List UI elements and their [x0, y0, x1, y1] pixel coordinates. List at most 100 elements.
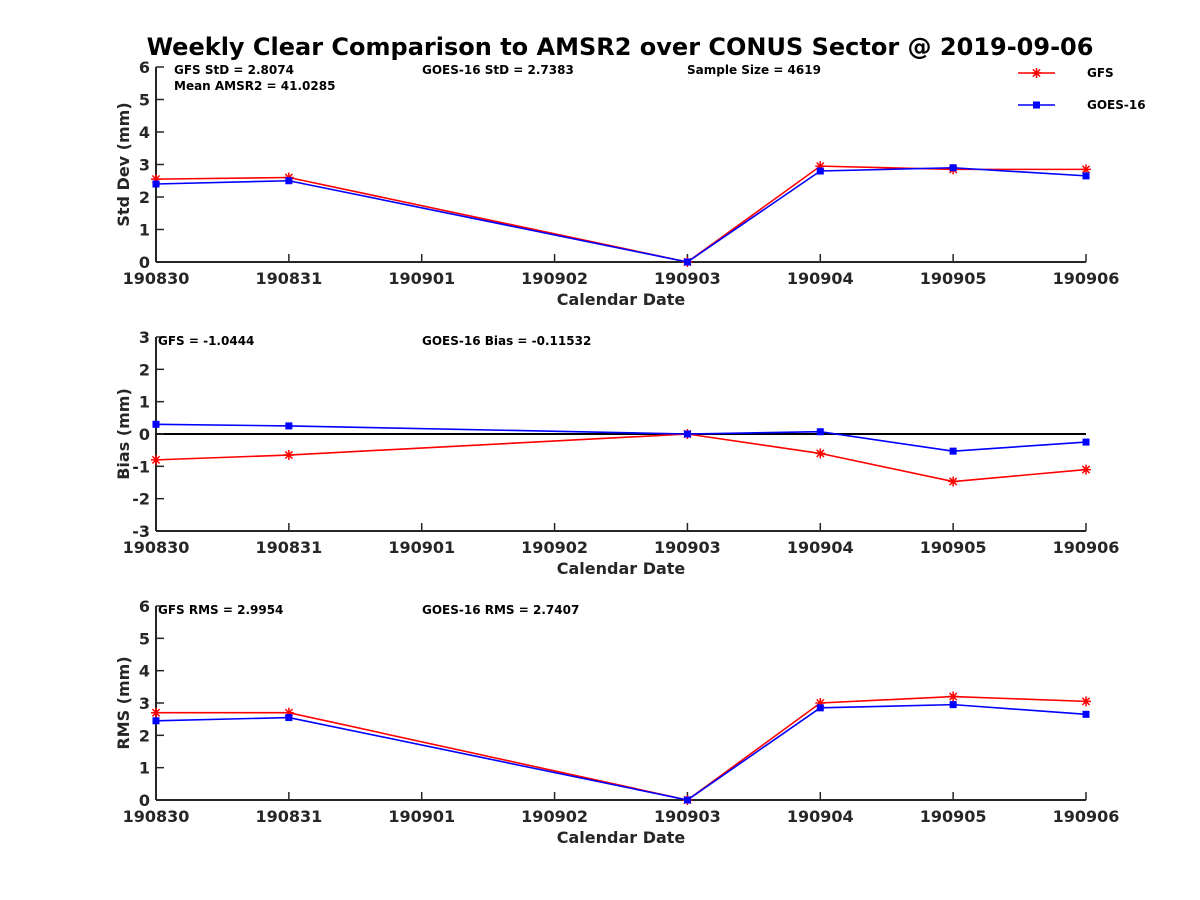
data-point — [1082, 710, 1090, 718]
y-tick-label: 0 — [139, 425, 150, 444]
series-line — [155, 166, 1087, 263]
data-point — [816, 704, 824, 712]
legend-marker — [1033, 101, 1040, 109]
data-point — [948, 691, 959, 702]
data-point — [815, 698, 826, 708]
data-point — [816, 167, 824, 175]
stat-annotation: Mean AMSR2 = 41.0285 — [174, 79, 335, 93]
y-tick-label: 5 — [139, 91, 150, 110]
y-tick-label: 1 — [139, 221, 150, 240]
series-line — [155, 423, 1087, 452]
data-point — [1081, 164, 1091, 175]
y-axis-label: Bias (mm) — [114, 388, 133, 480]
panel-bias: -3 -2 -1 0 1 2 3 190830 190831 190901 190902 190903… — [114, 328, 1119, 578]
series-gfs — [151, 429, 1091, 487]
series-goes-16 — [152, 420, 1090, 455]
legend-label: GOES-16 — [1087, 98, 1146, 112]
y-tick-label: 6 — [139, 58, 150, 77]
chart-title: Weekly Clear Comparison to AMSR2 over CO… — [147, 33, 1094, 61]
data-point — [816, 428, 824, 436]
data-point — [152, 180, 160, 188]
series-line — [155, 703, 1087, 801]
stat-annotation: GFS StD = 2.8074 — [174, 63, 294, 77]
y-tick-label: 5 — [139, 629, 150, 648]
x-tick-label: 190902 — [521, 807, 588, 826]
y-tick-label: -2 — [132, 490, 150, 509]
legend-marker — [1031, 68, 1042, 78]
x-tick-label: 190906 — [1053, 807, 1120, 826]
data-point — [948, 476, 959, 487]
stat-annotation: GOES-16 StD = 2.7383 — [422, 63, 574, 77]
x-tick-label: 190830 — [123, 807, 190, 826]
panel-stddev: 0 1 2 3 4 5 6 190830 190831 190901 190902 190903 190… — [114, 58, 1119, 309]
data-point — [151, 707, 161, 718]
data-point — [1082, 172, 1090, 180]
y-tick-label: 3 — [139, 156, 150, 175]
data-point — [152, 717, 160, 725]
data-point — [949, 701, 957, 709]
legend-label: GFS — [1087, 66, 1114, 80]
data-point — [151, 454, 161, 465]
y-tick-label: 3 — [139, 328, 150, 347]
x-tick-label: 190905 — [920, 807, 987, 826]
series-goes-16 — [152, 701, 1090, 804]
data-point — [683, 258, 691, 266]
y-tick-label: 4 — [139, 123, 150, 142]
x-tick-label: 190906 — [1053, 538, 1120, 557]
stat-annotation: GFS RMS = 2.9954 — [158, 603, 283, 617]
x-tick-label: 190901 — [388, 807, 455, 826]
y-tick-label: 2 — [139, 188, 150, 207]
y-tick-label: 2 — [139, 360, 150, 379]
y-axis-label: RMS (mm) — [114, 656, 133, 749]
y-tick-label: 1 — [139, 759, 150, 778]
x-tick-label: 190831 — [255, 807, 322, 826]
data-point — [815, 161, 826, 172]
x-tick-label: 190830 — [123, 538, 190, 557]
series-line — [156, 695, 1087, 801]
chart-panels: 0 1 2 3 4 5 6 190830 190831 190901 190902 190903 190… — [114, 58, 1119, 847]
x-tick-label: 190830 — [123, 269, 190, 288]
data-point — [1082, 438, 1090, 446]
data-point — [949, 447, 957, 455]
x-tick-label: 190831 — [255, 538, 322, 557]
data-point — [683, 430, 691, 438]
legend: GFS GOES-16 — [1018, 66, 1146, 112]
y-tick-label: -1 — [132, 457, 150, 476]
x-tick-label: 190904 — [787, 807, 854, 826]
legend-entry-gfs: GFS — [1018, 66, 1114, 80]
x-tick-label: 190831 — [255, 269, 322, 288]
data-point — [815, 448, 826, 459]
data-point — [285, 714, 293, 722]
x-axis-label: Calendar Date — [557, 828, 686, 847]
data-point — [683, 796, 691, 804]
x-tick-label: 190904 — [787, 269, 854, 288]
stat-annotation: GOES-16 Bias = -0.11532 — [422, 334, 591, 348]
x-tick-label: 190901 — [388, 269, 455, 288]
series-gfs — [151, 161, 1091, 267]
x-tick-label: 190901 — [388, 538, 455, 557]
data-point — [1081, 696, 1091, 707]
panel-rms: 0 1 2 3 4 5 6 190830 190831 190901 190902 190903 190… — [114, 597, 1119, 847]
legend-entry-goes-16: GOES-16 — [1018, 98, 1146, 112]
x-tick-label: 190904 — [787, 538, 854, 557]
x-tick-label: 190903 — [654, 269, 721, 288]
stat-annotation: GFS = -1.0444 — [158, 334, 254, 348]
x-tick-label: 190902 — [521, 269, 588, 288]
data-point — [283, 450, 294, 461]
series-gfs — [151, 691, 1091, 805]
data-point — [949, 164, 957, 172]
x-axis-label: Calendar Date — [557, 559, 686, 578]
y-tick-label: 2 — [139, 726, 150, 745]
y-tick-label: 6 — [139, 597, 150, 616]
data-point — [283, 707, 294, 718]
y-tick-label: 3 — [139, 694, 150, 713]
x-axis-label: Calendar Date — [557, 290, 686, 309]
x-tick-label: 190903 — [654, 538, 721, 557]
y-tick-label: -3 — [132, 522, 150, 541]
data-point — [285, 422, 293, 430]
series-goes-16 — [152, 164, 1090, 266]
y-tick-label: 0 — [139, 791, 150, 810]
y-tick-label: 1 — [139, 393, 150, 412]
data-point — [285, 177, 293, 185]
